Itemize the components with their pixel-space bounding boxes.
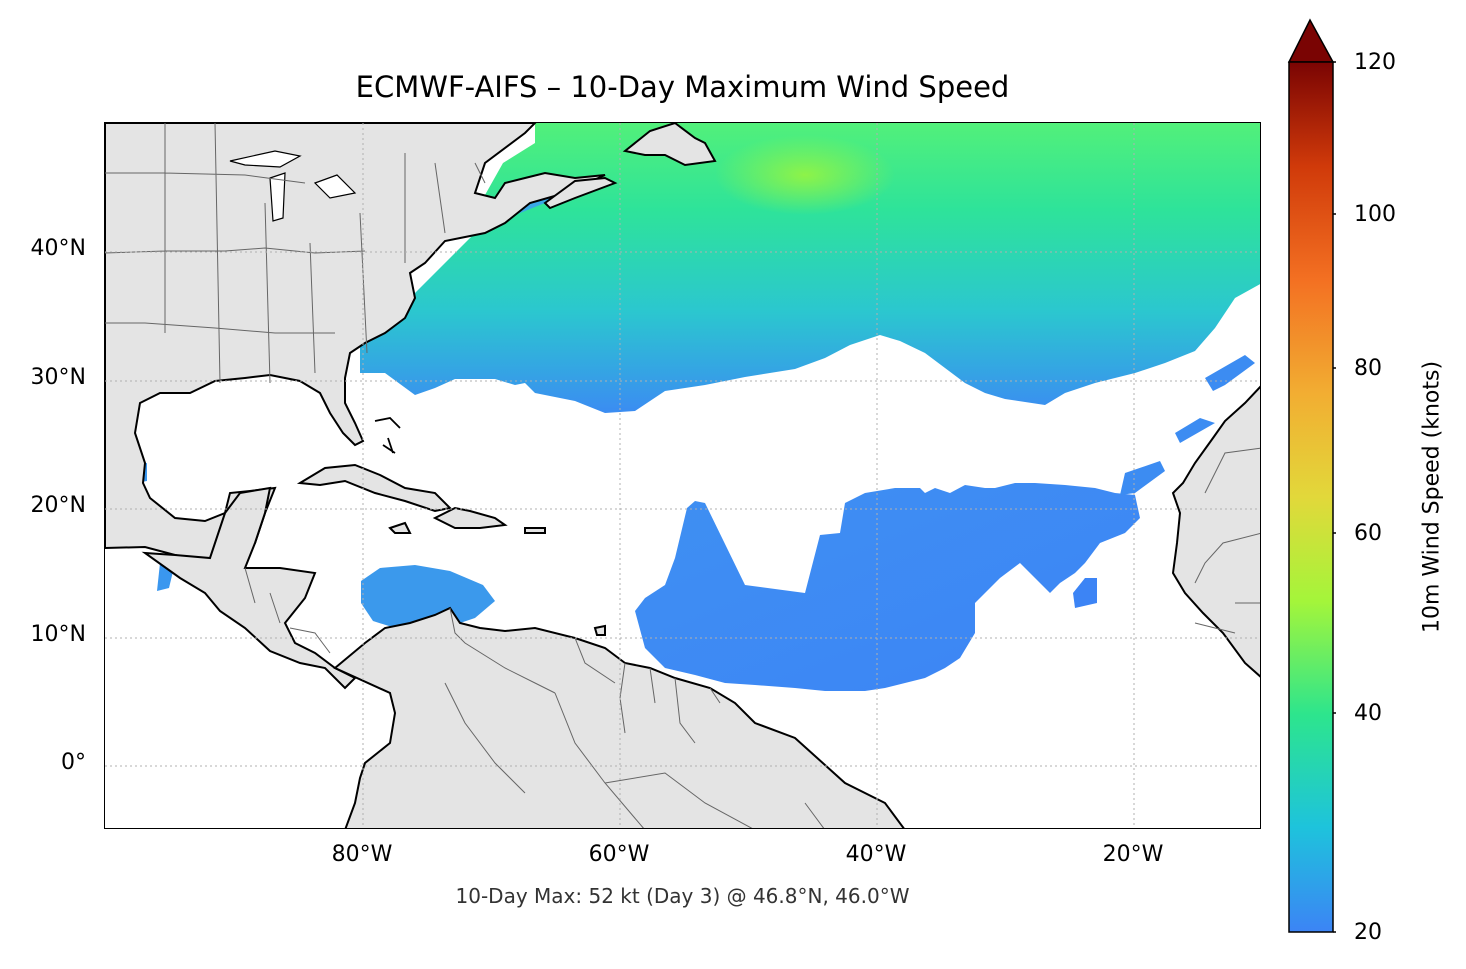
lat-label-20n: 20°N	[30, 493, 86, 518]
lon-label-80w: 80°W	[331, 842, 393, 867]
colorbar-extend-arrow	[1287, 18, 1335, 63]
land-nova-scotia	[543, 176, 618, 210]
wind-field-cape-verde	[1073, 578, 1097, 608]
land-south-america	[333, 606, 905, 828]
land-trinidad	[593, 624, 606, 636]
colorbar-tick-40: 40	[1354, 701, 1382, 726]
great-lake-michigan	[269, 172, 286, 222]
colorbar-tick-120: 120	[1354, 50, 1396, 75]
lat-label-10n: 10°N	[30, 622, 86, 647]
colorbar-label: 10m Wind Speed (knots)	[1419, 360, 1445, 634]
colorbar-tick-20: 20	[1354, 920, 1382, 945]
land-africa	[1171, 385, 1260, 678]
land-bahamas	[374, 417, 401, 454]
land-cuba	[296, 463, 453, 513]
lon-label-20w: 20°W	[1102, 842, 1164, 867]
wind-peak-max	[715, 135, 895, 215]
lon-label-60w: 60°W	[588, 842, 650, 867]
wind-field-canary	[1120, 355, 1255, 495]
max-wind-footnote: 10-Day Max: 52 kt (Day 3) @ 46.8°N, 46.0…	[455, 884, 910, 908]
colorbar-gradient	[1288, 61, 1334, 933]
political-borders	[105, 123, 1260, 828]
land-hispaniola	[432, 506, 508, 529]
wind-field-tropical-atlantic	[635, 483, 1140, 691]
map-title: ECMWF-AIFS – 10-Day Maximum Wind Speed	[355, 70, 1010, 104]
land-newfoundland	[622, 123, 717, 167]
lat-label-0: 0°	[61, 750, 86, 775]
colorbar	[1287, 18, 1336, 933]
lon-label-40w: 40°W	[845, 842, 907, 867]
great-lake	[229, 150, 302, 168]
land-puerto-rico	[524, 527, 546, 534]
colorbar-tick-100: 100	[1354, 202, 1396, 227]
lat-label-30n: 30°N	[30, 365, 86, 390]
great-lake-erie	[313, 174, 357, 199]
map-panel	[104, 122, 1261, 829]
colorbar-tick-60: 60	[1354, 521, 1382, 546]
colorbar-ticks	[1333, 61, 1336, 933]
wind-field-caribbean	[361, 565, 495, 631]
colorbar-tick-80: 80	[1354, 356, 1382, 381]
land-jamaica	[388, 521, 412, 534]
land-north-america	[105, 123, 606, 565]
map-canvas	[105, 123, 1260, 828]
lat-label-40n: 40°N	[30, 236, 86, 261]
wind-field-north-atlantic	[360, 123, 1260, 413]
